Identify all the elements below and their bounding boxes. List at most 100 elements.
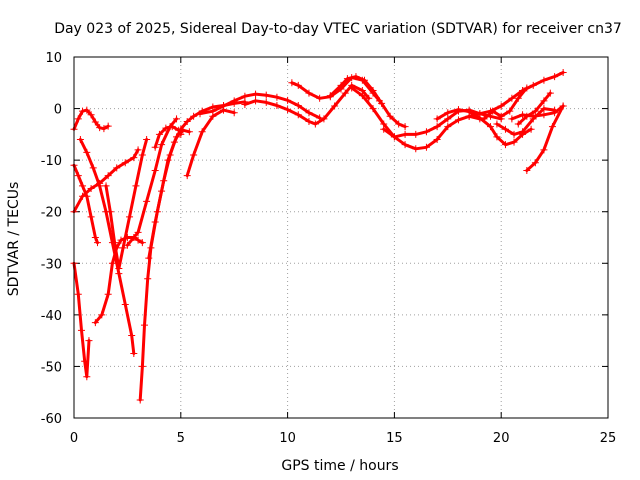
- data-point: [546, 89, 554, 97]
- data-point: [252, 97, 260, 105]
- data-point: [401, 123, 409, 131]
- data-point: [81, 357, 89, 365]
- data-point: [433, 136, 441, 144]
- data-point: [198, 128, 206, 136]
- data-point: [76, 136, 84, 144]
- data-point: [523, 84, 531, 92]
- data-point: [190, 112, 198, 120]
- data-point: [143, 197, 151, 205]
- data-point: [155, 130, 163, 138]
- data-point: [348, 84, 356, 92]
- chart-title: Day 023 of 2025, Sidereal Day-to-day VTE…: [54, 21, 622, 37]
- data-point: [91, 234, 99, 241]
- data-point: [87, 111, 95, 119]
- data-point: [506, 107, 514, 115]
- data-point: [497, 102, 505, 110]
- series-trace: [198, 92, 322, 120]
- data-point: [119, 244, 127, 252]
- data-point: [93, 239, 101, 247]
- data-point: [311, 120, 319, 128]
- series-sat-u: [480, 84, 531, 123]
- data-point: [79, 107, 87, 115]
- data-point: [386, 112, 394, 120]
- data-point: [369, 105, 377, 113]
- data-point: [531, 107, 539, 115]
- series-sat-d: [76, 136, 138, 358]
- data-point: [100, 125, 108, 133]
- data-point: [501, 125, 509, 133]
- data-point: [108, 259, 116, 267]
- data-point: [527, 125, 535, 133]
- data-point: [444, 123, 452, 131]
- data-point: [519, 111, 527, 119]
- data-point: [185, 128, 193, 136]
- data-point: [531, 159, 539, 167]
- data-point: [77, 326, 85, 334]
- data-point: [305, 109, 313, 117]
- x-tick-label: 5: [177, 431, 185, 446]
- data-point: [241, 100, 249, 108]
- data-point: [501, 141, 509, 149]
- data-point: [87, 185, 95, 193]
- data-point: [74, 115, 82, 123]
- series-trace: [482, 86, 529, 121]
- data-point: [104, 172, 112, 180]
- data-point: [83, 148, 91, 156]
- data-point: [115, 264, 123, 272]
- data-point: [144, 275, 152, 283]
- series-trace: [72, 148, 140, 214]
- data-point: [358, 92, 366, 100]
- data-point: [111, 239, 119, 247]
- data-point: [508, 115, 516, 123]
- data-point: [104, 122, 112, 130]
- data-point: [514, 94, 522, 102]
- series-sat-p: [326, 73, 409, 131]
- series-trace: [290, 76, 381, 103]
- series-sat-h: [136, 126, 193, 404]
- data-point: [523, 112, 531, 120]
- data-point: [514, 120, 522, 128]
- data-point: [158, 187, 166, 195]
- x-tick-label: 0: [70, 431, 78, 446]
- data-point: [98, 311, 106, 319]
- data-point: [284, 106, 292, 114]
- data-point: [145, 254, 153, 262]
- data-point: [401, 141, 409, 149]
- data-point: [79, 192, 87, 200]
- x-tick-label: 10: [279, 431, 296, 446]
- data-point: [134, 146, 142, 154]
- y-tick-label: -60: [41, 412, 62, 427]
- series-sat-w: [508, 102, 567, 123]
- data-point: [519, 128, 527, 136]
- data-point: [138, 151, 146, 159]
- data-point: [540, 105, 548, 113]
- series-trace: [78, 138, 136, 355]
- data-point: [288, 79, 296, 87]
- data-point: [493, 120, 501, 128]
- data-point: [173, 115, 181, 123]
- series-sat-g: [102, 136, 151, 272]
- data-point: [294, 101, 302, 109]
- data-point: [106, 208, 114, 216]
- data-point: [130, 154, 138, 162]
- data-point: [343, 75, 351, 83]
- data-point: [369, 87, 377, 95]
- x-axis-title: GPS time / hours: [281, 458, 398, 474]
- series-sat-c: [70, 106, 112, 133]
- data-point: [164, 156, 172, 164]
- data-point: [83, 373, 91, 381]
- data-point: [337, 81, 345, 89]
- data-point: [79, 182, 87, 190]
- data-point: [540, 146, 548, 154]
- data-point: [151, 143, 159, 151]
- data-point: [91, 118, 99, 126]
- data-point: [559, 102, 567, 110]
- data-point: [121, 301, 129, 309]
- series-sat-i: [145, 98, 249, 262]
- data-point: [177, 130, 185, 138]
- data-point: [196, 110, 204, 118]
- series-sat-j: [123, 115, 181, 249]
- data-point: [128, 331, 136, 339]
- data-point: [284, 96, 292, 104]
- data-point: [480, 115, 488, 123]
